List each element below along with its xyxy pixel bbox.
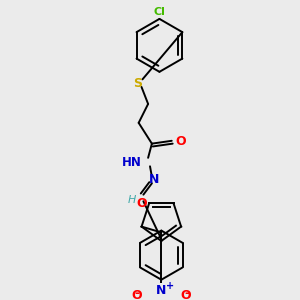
Text: HN: HN (122, 156, 142, 169)
Text: Cl: Cl (154, 7, 165, 17)
Text: S: S (133, 77, 142, 90)
Text: -: - (134, 287, 139, 300)
Text: N: N (156, 284, 167, 297)
Text: O: O (180, 289, 191, 300)
Text: O: O (132, 289, 142, 300)
Text: H: H (128, 195, 136, 205)
Text: -: - (184, 287, 189, 300)
Text: +: + (166, 281, 174, 291)
Text: O: O (136, 197, 147, 210)
Text: N: N (148, 173, 159, 186)
Text: O: O (176, 135, 186, 148)
